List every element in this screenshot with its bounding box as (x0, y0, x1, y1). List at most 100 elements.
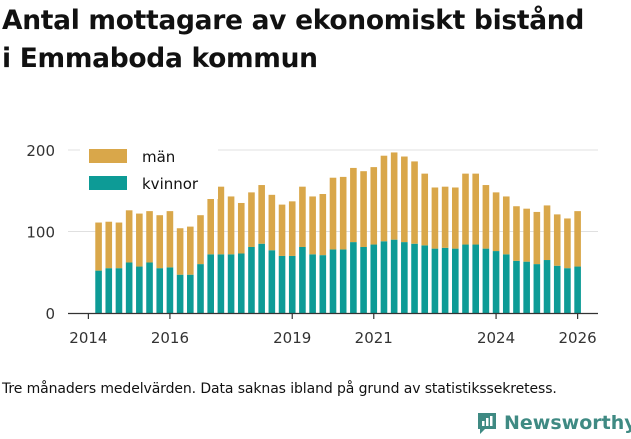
bar-kvinnor-17 (268, 250, 276, 313)
bar-kvinnor-27 (370, 244, 378, 313)
bar-kvinnor-37 (472, 244, 479, 313)
bar-man-9 (187, 226, 194, 275)
legend-swatch-kvinnor (89, 176, 127, 190)
chart-caption: Tre månaders medelvärden. Data saknas ib… (2, 381, 557, 397)
y-tick-label-200: 200 (26, 142, 55, 160)
bar-kvinnor-10 (197, 264, 204, 313)
bar-man-28 (380, 155, 388, 242)
chart-title-line-1: Antal mottagare av ekonomiskt bistånd (2, 5, 585, 36)
bar-kvinnor-42 (523, 261, 530, 313)
bar-kvinnor-35 (452, 248, 459, 313)
bar-man-26 (360, 171, 367, 247)
bar-man-41 (513, 206, 520, 261)
bar-man-5 (146, 211, 153, 263)
newsworthy-logo-icon (478, 413, 496, 434)
bar-man-46 (564, 218, 571, 269)
bar-kvinnor-41 (513, 260, 520, 313)
bar-kvinnor-26 (360, 246, 367, 313)
bar-man-11 (207, 194, 214, 255)
bar-man-8 (176, 228, 184, 275)
bar-man-39 (492, 192, 500, 252)
bar-man-13 (227, 196, 235, 255)
bar-kvinnor-36 (462, 244, 469, 313)
bar-man-40 (502, 196, 510, 255)
bar-kvinnor-12 (217, 254, 225, 313)
bar-man-17 (268, 194, 276, 251)
y-tick-label-0: 0 (45, 305, 55, 323)
bar-man-44 (543, 205, 551, 261)
bar-man-0 (95, 222, 102, 271)
bar-kvinnor-45 (553, 265, 561, 313)
bar-kvinnor-8 (176, 274, 184, 313)
bar-man-15 (248, 192, 255, 247)
bar-kvinnor-3 (125, 262, 133, 313)
bar-kvinnor-29 (390, 239, 398, 313)
bar-kvinnor-22 (319, 255, 327, 313)
bar-kvinnor-28 (380, 241, 388, 313)
bar-man-35 (452, 187, 459, 249)
bar-man-37 (472, 173, 479, 245)
bar-man-20 (299, 186, 306, 247)
bar-kvinnor-23 (329, 249, 337, 313)
bar-kvinnor-21 (309, 254, 316, 313)
x-tick-label-2021: 2021 (355, 329, 393, 347)
bar-man-4 (136, 213, 143, 267)
bar-kvinnor-19 (288, 255, 296, 313)
x-tick-label-2026: 2026 (559, 329, 597, 347)
bar-man-30 (401, 156, 408, 243)
bar-kvinnor-16 (258, 243, 265, 313)
bar-kvinnor-0 (95, 270, 102, 313)
bar-man-3 (125, 210, 133, 263)
legend-swatch-man (89, 149, 127, 163)
bar-kvinnor-31 (411, 243, 418, 313)
axes: 0 100 200 2014 2016 2019 2021 2024 2026 (26, 142, 598, 347)
bar-kvinnor-1 (105, 268, 113, 313)
bar-man-21 (309, 196, 316, 255)
bar-man-16 (258, 185, 265, 244)
bar-man-12 (217, 186, 225, 255)
bar-man-22 (319, 194, 327, 256)
bar-kvinnor-4 (136, 266, 143, 313)
bar-man-32 (421, 173, 429, 246)
bar-kvinnor-7 (166, 267, 174, 313)
bar-man-38 (482, 185, 490, 249)
bar-kvinnor-47 (574, 266, 581, 313)
bar-man-25 (350, 167, 357, 243)
bars (95, 152, 581, 313)
bar-kvinnor-14 (237, 253, 245, 313)
bar-kvinnor-2 (115, 268, 123, 313)
bar-man-34 (441, 186, 449, 248)
bar-kvinnor-34 (441, 247, 449, 313)
bar-kvinnor-13 (227, 254, 235, 313)
bar-kvinnor-18 (278, 255, 286, 313)
bar-man-31 (411, 161, 418, 244)
brand-logo[interactable]: Newsworthy (476, 408, 631, 438)
bar-man-36 (462, 173, 469, 245)
bar-man-19 (288, 201, 296, 256)
bar-man-23 (329, 177, 337, 250)
bar-man-18 (278, 204, 286, 256)
chart-title: Antal mottagare av ekonomiskt bistånd i … (2, 2, 627, 78)
bar-kvinnor-30 (401, 242, 408, 313)
bar-kvinnor-38 (482, 248, 490, 313)
bar-kvinnor-5 (146, 262, 153, 313)
bar-man-29 (390, 152, 398, 240)
bar-kvinnor-9 (187, 274, 194, 313)
legend-label-kvinnor: kvinnor (142, 175, 199, 193)
bar-kvinnor-40 (502, 254, 510, 313)
bar-man-2 (115, 222, 123, 269)
bar-man-7 (166, 211, 174, 268)
bar-kvinnor-20 (299, 246, 306, 313)
legend-label-man: män (142, 148, 175, 166)
bar-kvinnor-44 (543, 260, 551, 313)
bar-man-43 (533, 211, 541, 265)
x-tick-label-2014: 2014 (69, 329, 107, 347)
y-tick-label-100: 100 (26, 224, 55, 242)
bar-kvinnor-11 (207, 254, 214, 313)
chart-title-line-2: i Emmaboda kommun (2, 43, 318, 74)
bar-kvinnor-6 (156, 268, 164, 313)
stacked-bar-chart: män kvinnor 0 100 200 2014 2016 2019 2021 2024 20… (26, 142, 598, 347)
bar-man-14 (237, 202, 245, 254)
x-tick-label-2019: 2019 (273, 329, 311, 347)
bar-man-27 (370, 167, 378, 245)
